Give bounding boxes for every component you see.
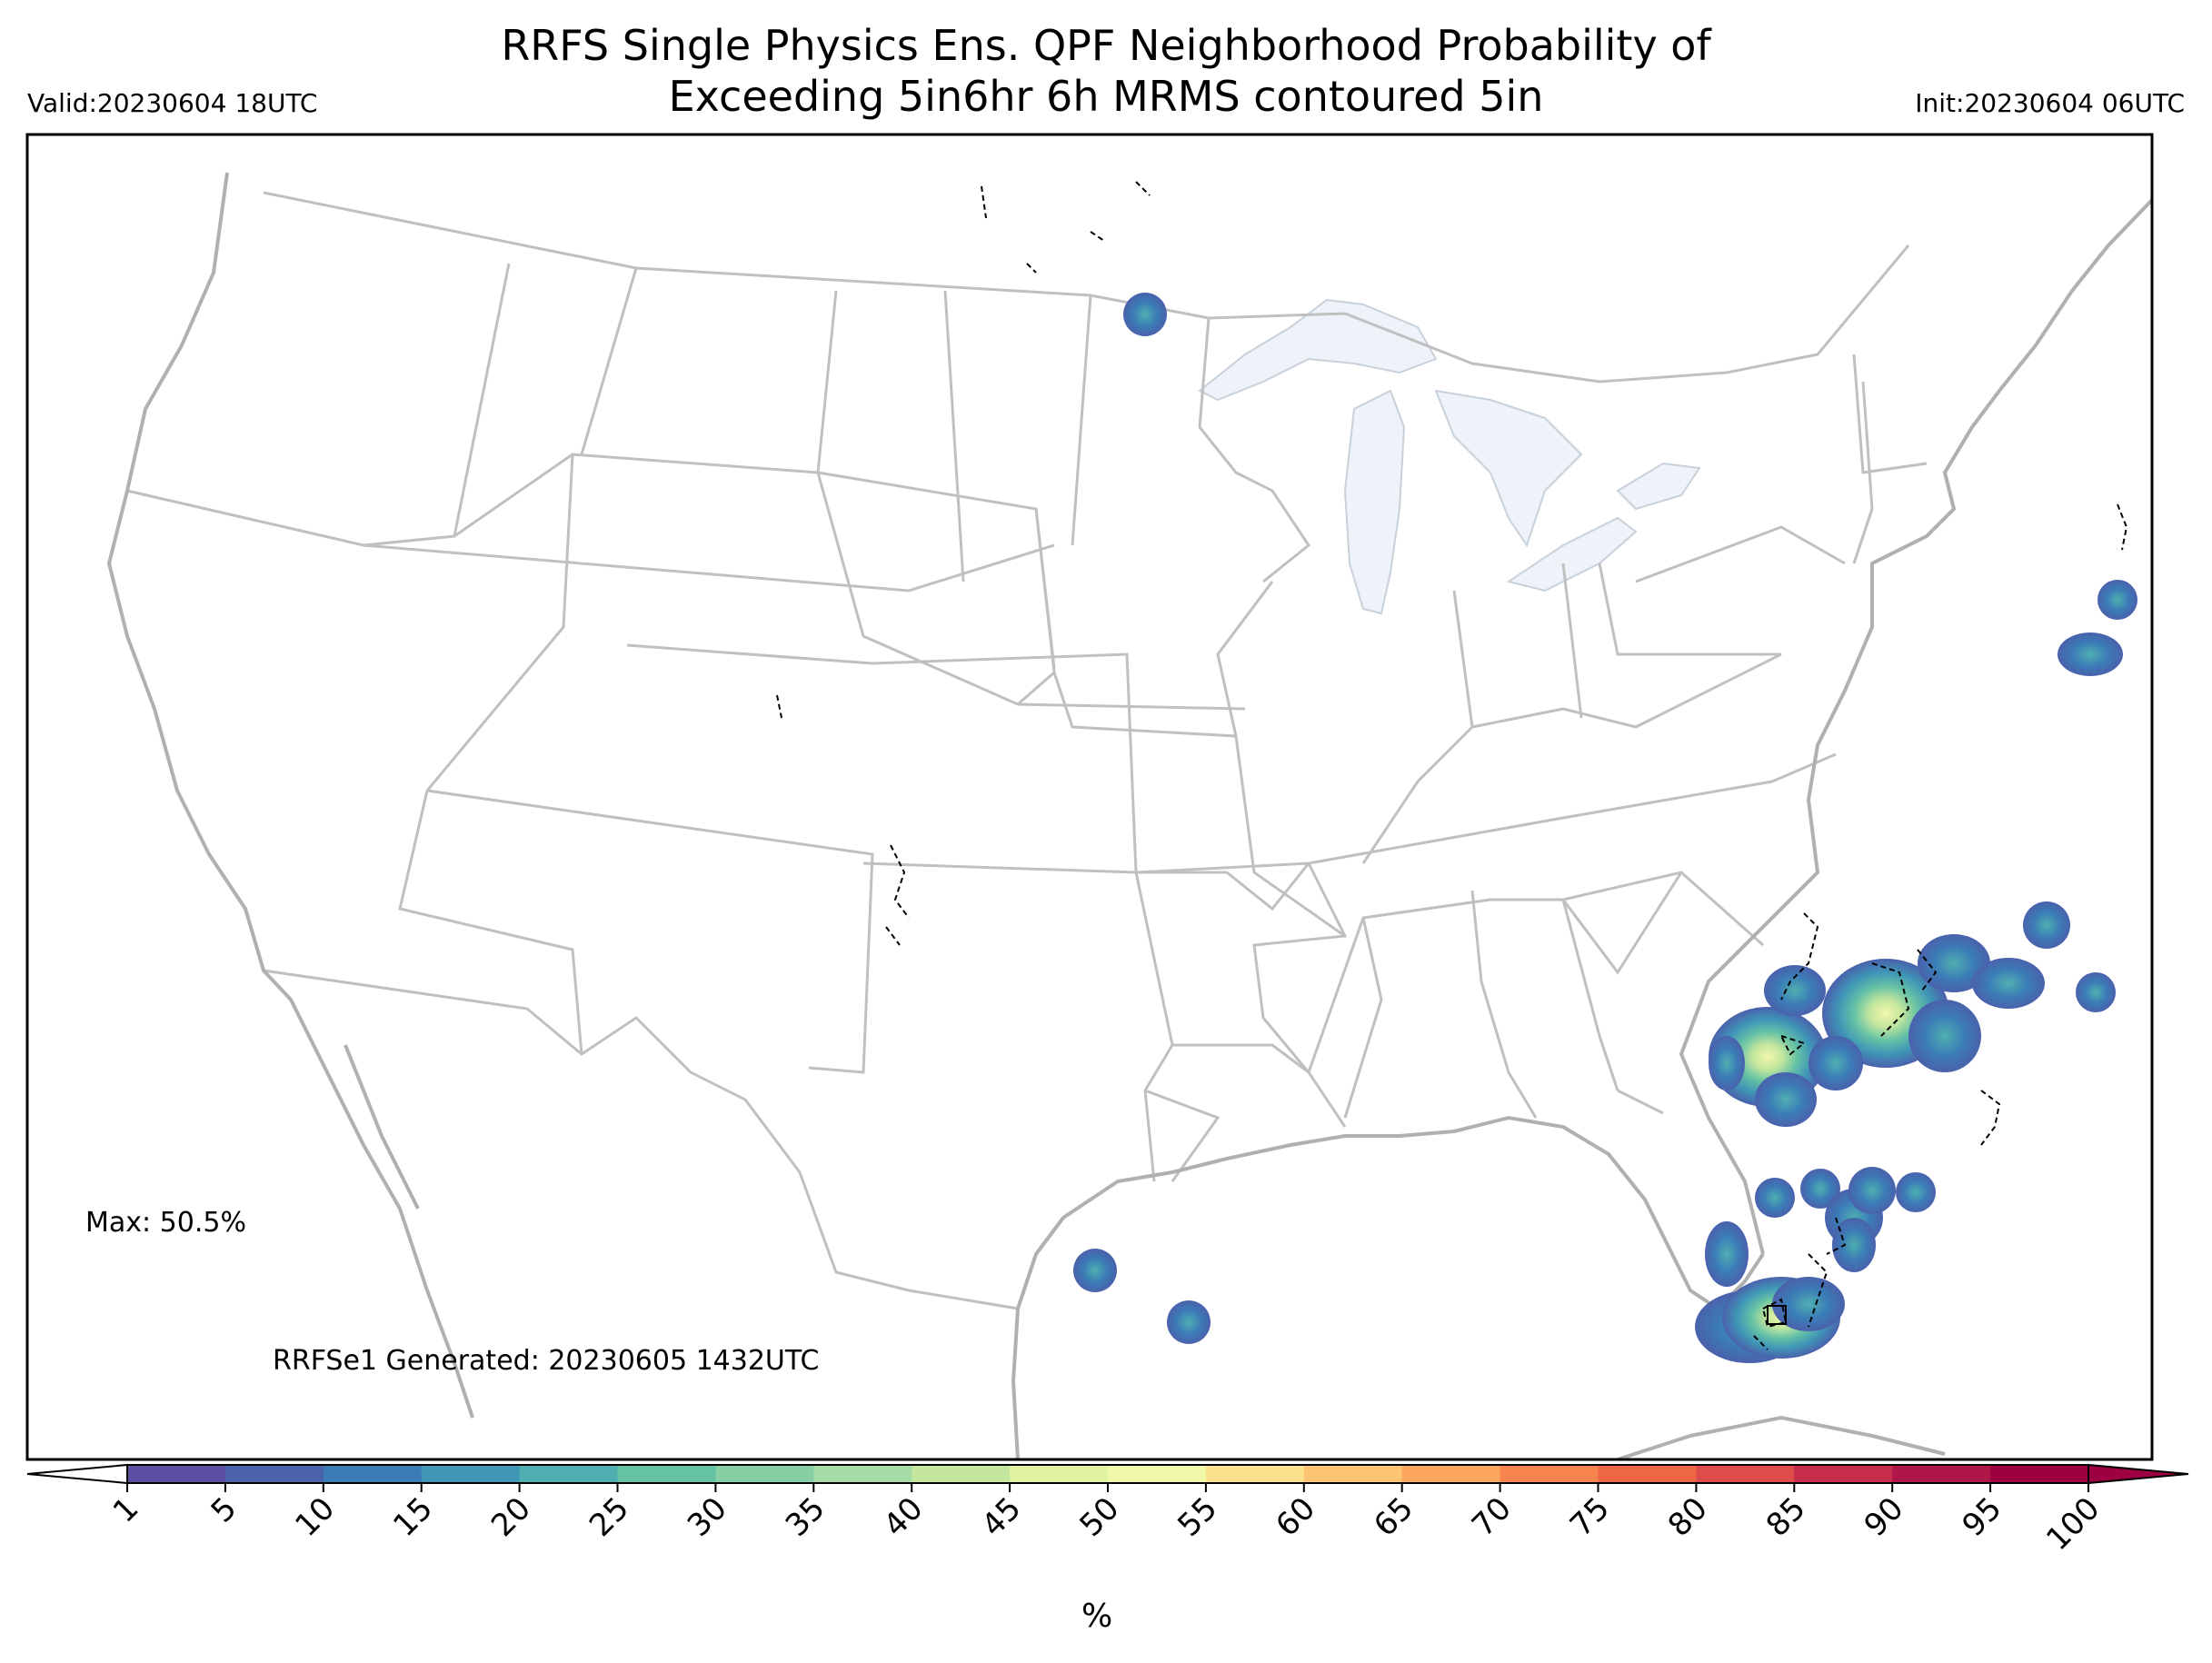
colorbar-segment	[912, 1465, 1011, 1483]
colorbar-segment	[127, 1465, 226, 1483]
lake-huron	[1434, 389, 1583, 548]
colorbar-segment	[1303, 1465, 1403, 1483]
mrms-contours	[776, 181, 2128, 1350]
lake-ontario	[1616, 462, 1701, 511]
baja-coast	[344, 1044, 420, 1210]
colorbar-segment	[1500, 1465, 1599, 1483]
colorbar-segment	[1598, 1465, 1697, 1483]
prob-blob-texas-2	[1167, 1300, 1211, 1344]
colorbar-over-triangle	[2087, 1463, 2189, 1485]
colorbar-segment	[1892, 1465, 1991, 1483]
colorbar-under-triangle	[26, 1463, 128, 1485]
colorbar-tick-label: 10	[288, 1490, 342, 1544]
colorbar-tick-label: 85	[1759, 1490, 1813, 1544]
prob-blob-atlantic-2	[2076, 972, 2116, 1012]
colorbar-segment	[323, 1465, 423, 1483]
colorbar-tick-label: 95	[1956, 1490, 2009, 1544]
colorbar-tick-label: 50	[1072, 1490, 1126, 1544]
gulf-coast	[1016, 1115, 1765, 1311]
prob-cluster-florida	[1695, 1167, 1936, 1363]
colorbar-segment	[519, 1465, 618, 1483]
colorbar-segment	[224, 1465, 324, 1483]
colorbar-tick-label: 35	[779, 1490, 832, 1544]
max-location-box	[1767, 1305, 1787, 1325]
colorbar: 1 5 10 15 20 25 30 35 40 45 50 55 60 65 70 75 80 85 90 95 10…	[26, 1463, 2189, 1558]
colorbar-tick-label: 1	[106, 1490, 146, 1530]
colorbar-tick-label: 55	[1171, 1490, 1224, 1544]
title-line-2: Exceeding 5in6hr 6h MRMS contoured 5in	[668, 72, 1544, 121]
max-value-label: Max: 50.5%	[85, 1207, 246, 1239]
mexico-border	[263, 969, 1019, 1310]
colorbar-segment	[1401, 1465, 1501, 1483]
prob-blob-atlantic-ne-2	[2058, 632, 2123, 676]
cuba-coast	[1617, 1415, 1946, 1459]
colorbar-segment	[1990, 1465, 2089, 1483]
colorbar-segment	[617, 1465, 716, 1483]
generated-label: RRFSe1 Generated: 20230605 1432UTC	[273, 1345, 820, 1377]
prob-blob-texas-1	[1073, 1249, 1117, 1292]
colorbar-tick-label: 90	[1858, 1490, 1911, 1544]
colorbar-segment	[813, 1465, 912, 1483]
colorbar-tick-label: 100	[2039, 1490, 2107, 1558]
colorbar-tick-label: 5	[204, 1490, 244, 1530]
lake-erie	[1506, 516, 1638, 593]
colorbar-segment	[421, 1465, 521, 1483]
colorbar-tick-label: 80	[1661, 1490, 1715, 1544]
map-frame	[25, 133, 2154, 1461]
valid-time-label: Valid:20230604 18UTC	[27, 88, 318, 118]
init-time-label: Init:20230604 06UTC	[1915, 88, 2185, 118]
prob-blob-atlantic-ne-1	[2097, 580, 2137, 620]
prob-blob-minnesota	[1123, 293, 1167, 336]
prob-cluster-georgia-coast	[1709, 934, 2045, 1127]
colorbar-tick-label: 45	[975, 1490, 1029, 1544]
canada-border	[263, 191, 1910, 383]
colorbar-tick-label: 25	[583, 1490, 636, 1544]
colorbar-segment	[1696, 1465, 1795, 1483]
colorbar-unit-label: %	[1081, 1598, 1113, 1635]
colorbar-tick-label: 70	[1465, 1490, 1519, 1544]
great-lakes	[1198, 298, 1701, 615]
coastlines	[106, 172, 2152, 1459]
colorbar-segment	[715, 1465, 814, 1483]
colorbar-tick-label: 75	[1563, 1490, 1617, 1544]
chart-title: RRFS Single Physics Ens. QPF Neighborhoo…	[0, 20, 2212, 122]
colorbar-tick-label: 40	[877, 1490, 931, 1544]
colorbar-tick-label: 60	[1269, 1490, 1322, 1544]
east-coast	[1679, 198, 2152, 1255]
title-line-1: RRFS Single Physics Ens. QPF Neighborhoo…	[501, 21, 1711, 70]
colorbar-tick-label: 20	[484, 1490, 538, 1544]
lake-michigan	[1343, 389, 1406, 615]
colorbar-segment	[1010, 1465, 1109, 1483]
probability-field	[1073, 293, 2137, 1363]
colorbar-segment	[1794, 1465, 1893, 1483]
colorbar-segment	[1108, 1465, 1207, 1483]
colorbar-tick-label: 30	[681, 1490, 734, 1544]
colorbar-segment	[1205, 1465, 1305, 1483]
prob-blob-atlantic-1	[2023, 901, 2070, 949]
colorbar-tick-label: 15	[386, 1490, 440, 1544]
mexico-gulf-coast	[1011, 1308, 1020, 1459]
colorbar-tick-label: 65	[1367, 1490, 1420, 1544]
state-boundaries	[126, 191, 1928, 1310]
west-coast	[106, 172, 474, 1419]
